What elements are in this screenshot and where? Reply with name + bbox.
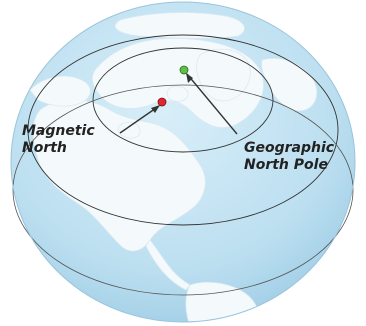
geographic-pointer [186, 73, 238, 135]
magnetic-pointer [119, 105, 160, 134]
arctic-ring [92, 47, 274, 153]
geographic-arrowhead [186, 73, 193, 83]
magnetic-arrowhead [151, 105, 160, 113]
mid-latitude-ring [27, 34, 339, 226]
lower-latitude-ring [12, 84, 354, 296]
geographic-north-label-line2: North Pole [244, 157, 328, 173]
geographic-north-marker [179, 65, 189, 75]
magnetic-north-label-line1: Magnetic [22, 123, 95, 139]
magnetic-north-marker [157, 97, 167, 107]
globe-outline [10, 1, 356, 323]
magnetic-north-label-line2: North [22, 140, 67, 156]
landmasses [29, 12, 318, 322]
geographic-north-label-line1: Geographic [244, 140, 335, 156]
